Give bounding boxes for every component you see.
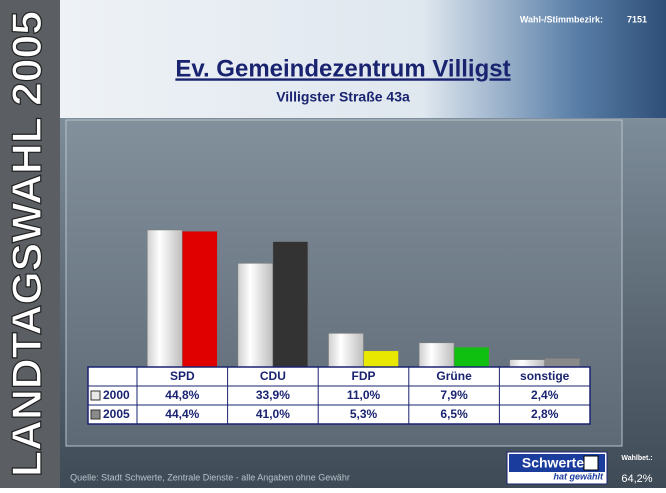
value-label: 5,3%: [350, 407, 378, 421]
category-label: sonstige: [520, 369, 570, 383]
value-label: 2,8%: [531, 407, 559, 421]
category-label: SPD: [170, 369, 195, 383]
value-label: 2,4%: [531, 388, 559, 402]
legend-swatch: [90, 390, 101, 401]
category-label: CDU: [260, 369, 286, 383]
bar: [328, 333, 364, 368]
logo-crest: [583, 455, 599, 471]
side-band: [0, 0, 60, 488]
value-label: 44,4%: [165, 407, 199, 421]
logo-bar: [509, 454, 605, 472]
category-label: Grüne: [436, 369, 472, 383]
category-label: FDP: [352, 369, 376, 383]
logo: Schwerte: [522, 455, 584, 471]
bar: [509, 359, 545, 368]
value-label: 44,8%: [165, 388, 199, 402]
district-label: Wahl-/Stimmbezirk:: [520, 14, 603, 24]
legend-label: 2005: [103, 407, 130, 421]
value-label: 6,5%: [440, 407, 468, 421]
chart-title: Ev. Gemeindezentrum Villigst: [175, 55, 510, 82]
bar: [418, 342, 455, 368]
turnout-label: Wahlbet.:: [621, 455, 652, 462]
value-label: 7,9%: [440, 388, 468, 402]
district: 7151: [627, 14, 647, 24]
bar: [182, 230, 218, 368]
bar: [544, 358, 580, 368]
table-bg: [87, 366, 591, 425]
bar: [272, 241, 309, 368]
logo-sub: hat gewählt: [553, 471, 604, 481]
bar: [363, 350, 399, 368]
legend-label: 2000: [103, 388, 130, 402]
value-label: 11,0%: [347, 388, 381, 402]
legend-swatch: [90, 409, 101, 420]
bar: [453, 346, 490, 368]
value-label: 33,9%: [256, 388, 290, 402]
value-label: 41,0%: [256, 407, 290, 421]
source: Quelle: Stadt Schwerte, Zentrale Dienste…: [70, 472, 350, 482]
bar: [147, 229, 183, 368]
bar: [237, 263, 274, 368]
turnout: 64,2%: [621, 473, 652, 485]
header-band: [60, 0, 666, 118]
side-title: LANDTAGSWAHL 2005: [3, 11, 50, 477]
chart-subtitle: Villigster Straße 43a: [276, 89, 410, 105]
